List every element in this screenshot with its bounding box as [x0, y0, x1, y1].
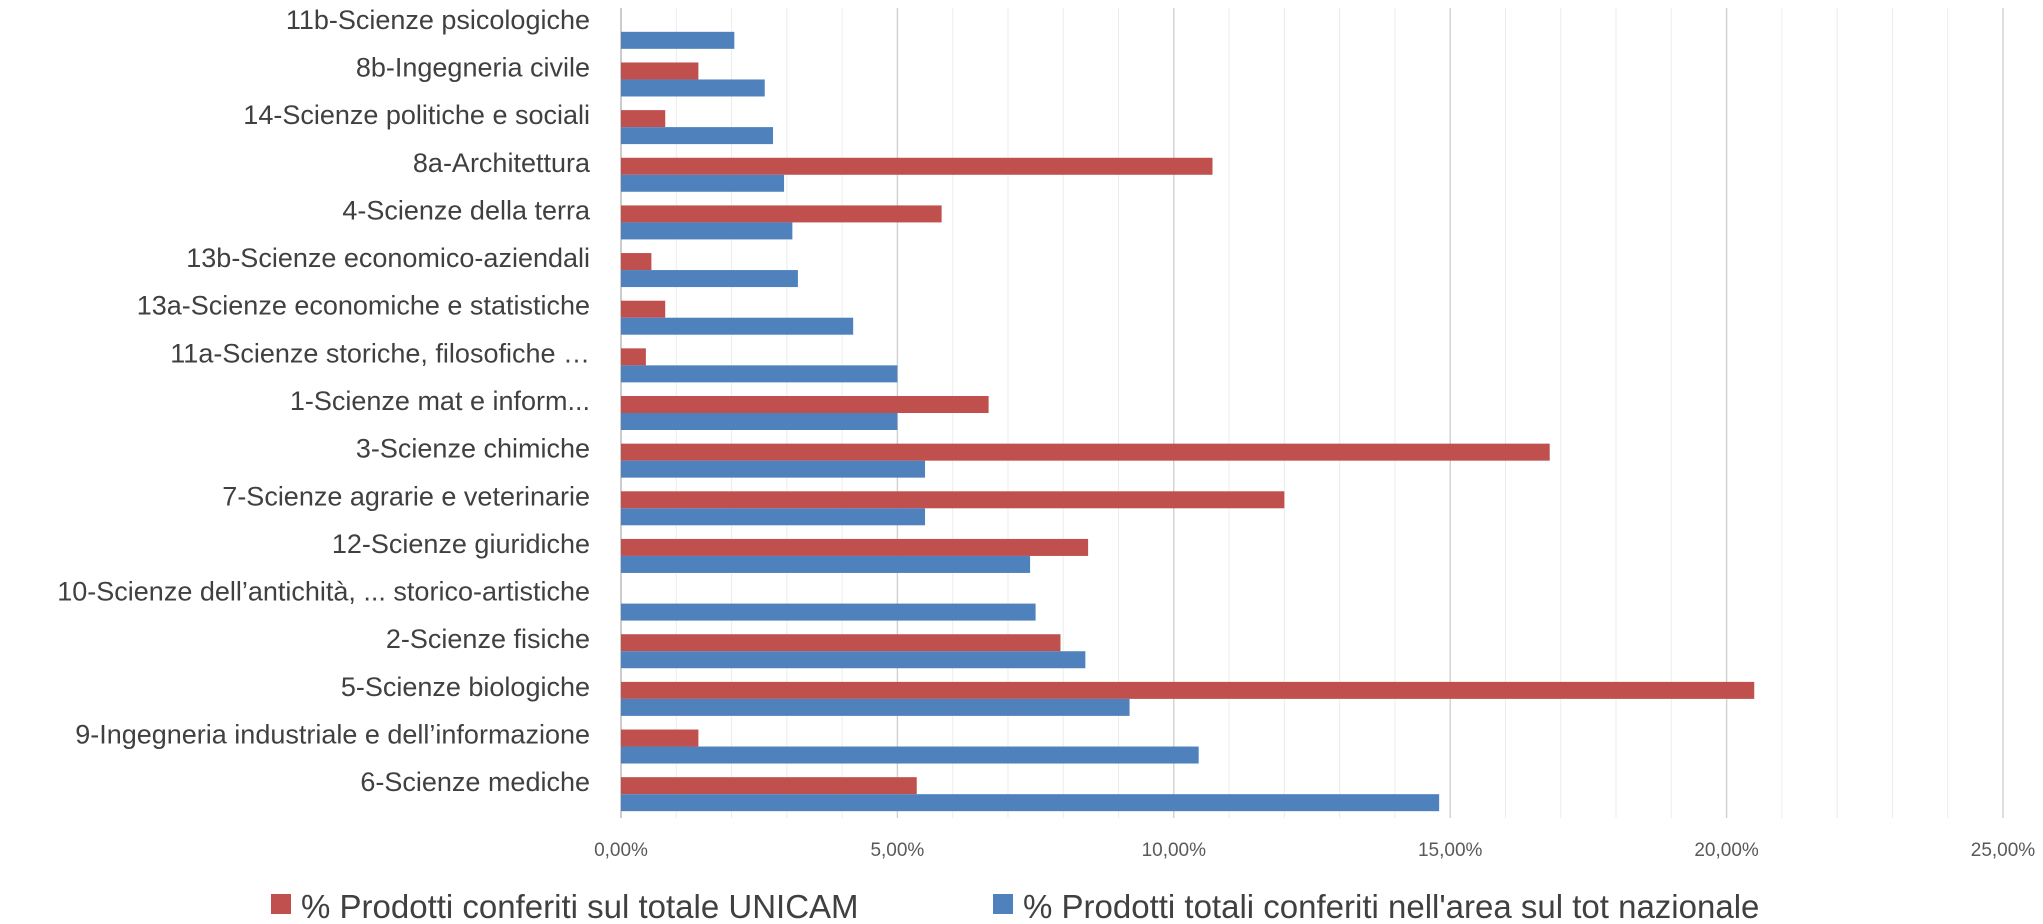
- bar-nazionale-3: [621, 174, 785, 192]
- category-label: 12-Scienze giuridiche: [332, 529, 590, 559]
- category-label: 2-Scienze fisiche: [386, 624, 590, 654]
- bar-unicam-1: [621, 62, 699, 80]
- bar-nazionale-0: [621, 31, 735, 49]
- bar-nazionale-5: [621, 270, 798, 288]
- category-label: 11b-Scienze psicologiche: [286, 5, 590, 35]
- category-label: 11a-Scienze storiche, filosofiche …: [170, 338, 590, 368]
- bar-unicam-4: [621, 205, 942, 223]
- bar-nazionale-14: [621, 698, 1130, 716]
- bar-nazionale-7: [621, 365, 898, 383]
- x-tick-label: 10,00%: [1142, 840, 1207, 861]
- bar-unicam-7: [621, 348, 646, 366]
- bar-unicam-9: [621, 443, 1550, 461]
- bar-unicam-15: [621, 729, 699, 747]
- category-label: 7-Scienze agrarie e veterinarie: [222, 481, 590, 511]
- bar-nazionale-10: [621, 508, 926, 526]
- bar-nazionale-2: [621, 127, 774, 145]
- bar-unicam-16: [621, 777, 917, 795]
- category-label: 4-Scienze della terra: [342, 195, 591, 225]
- category-label: 13b-Scienze economico-aziendali: [186, 243, 590, 273]
- category-label: 10-Scienze dell’antichità, ... storico-a…: [57, 577, 590, 607]
- x-tick-labels: 0,00% 5,00% 10,00% 15,00% 20,00% 25,00%: [594, 840, 2035, 861]
- bar-unicam-11: [621, 538, 1089, 556]
- legend-swatch-unicam: [271, 894, 291, 914]
- bar-nazionale-16: [621, 794, 1440, 812]
- legend: % Prodotti conferiti sul totale UNICAM %…: [271, 888, 1759, 924]
- category-label: 8b-Ingegneria civile: [356, 52, 590, 82]
- x-tick-label: 5,00%: [870, 840, 924, 861]
- bar-nazionale-11: [621, 555, 1031, 573]
- bars: [621, 31, 1755, 812]
- bar-unicam-6: [621, 300, 666, 318]
- bar-unicam-5: [621, 253, 652, 271]
- legend-swatch-nazionale: [993, 894, 1013, 914]
- bar-unicam-3: [621, 157, 1213, 175]
- category-label: 6-Scienze mediche: [360, 767, 590, 797]
- bar-nazionale-1: [621, 79, 765, 97]
- bar-nazionale-15: [621, 746, 1199, 764]
- category-label: 1-Scienze mat e inform...: [290, 386, 590, 416]
- legend-label-nazionale: % Prodotti totali conferiti nell'area su…: [1023, 888, 1759, 924]
- bar-nazionale-9: [621, 460, 926, 478]
- category-label: 3-Scienze chimiche: [356, 434, 590, 464]
- x-tick-label: 20,00%: [1694, 840, 1759, 861]
- bar-unicam-10: [621, 491, 1285, 509]
- category-labels: 11b-Scienze psicologiche 8b-Ingegneria ci…: [57, 5, 591, 797]
- bar-nazionale-13: [621, 651, 1086, 669]
- bar-nazionale-8: [621, 413, 898, 430]
- legend-label-unicam: % Prodotti conferiti sul totale UNICAM: [301, 888, 859, 924]
- bar-nazionale-6: [621, 317, 854, 335]
- category-label: 8a-Architettura: [413, 148, 591, 178]
- category-label: 9-Ingegneria industriale e dell’informaz…: [75, 720, 590, 750]
- bar-nazionale-12: [621, 603, 1036, 621]
- category-label: 13a-Scienze economiche e statistiche: [137, 291, 590, 321]
- bar-unicam-13: [621, 634, 1061, 652]
- bar-unicam-14: [621, 681, 1755, 699]
- category-label: 14-Scienze politiche e sociali: [243, 100, 590, 130]
- bar-unicam-2: [621, 110, 666, 128]
- bar-unicam-8: [621, 396, 989, 413]
- x-tick-label: 25,00%: [1971, 840, 2036, 861]
- category-label: 5-Scienze biologiche: [341, 672, 590, 702]
- x-tick-label: 15,00%: [1418, 840, 1483, 861]
- x-tick-label: 0,00%: [594, 840, 648, 861]
- bar-nazionale-4: [621, 222, 793, 240]
